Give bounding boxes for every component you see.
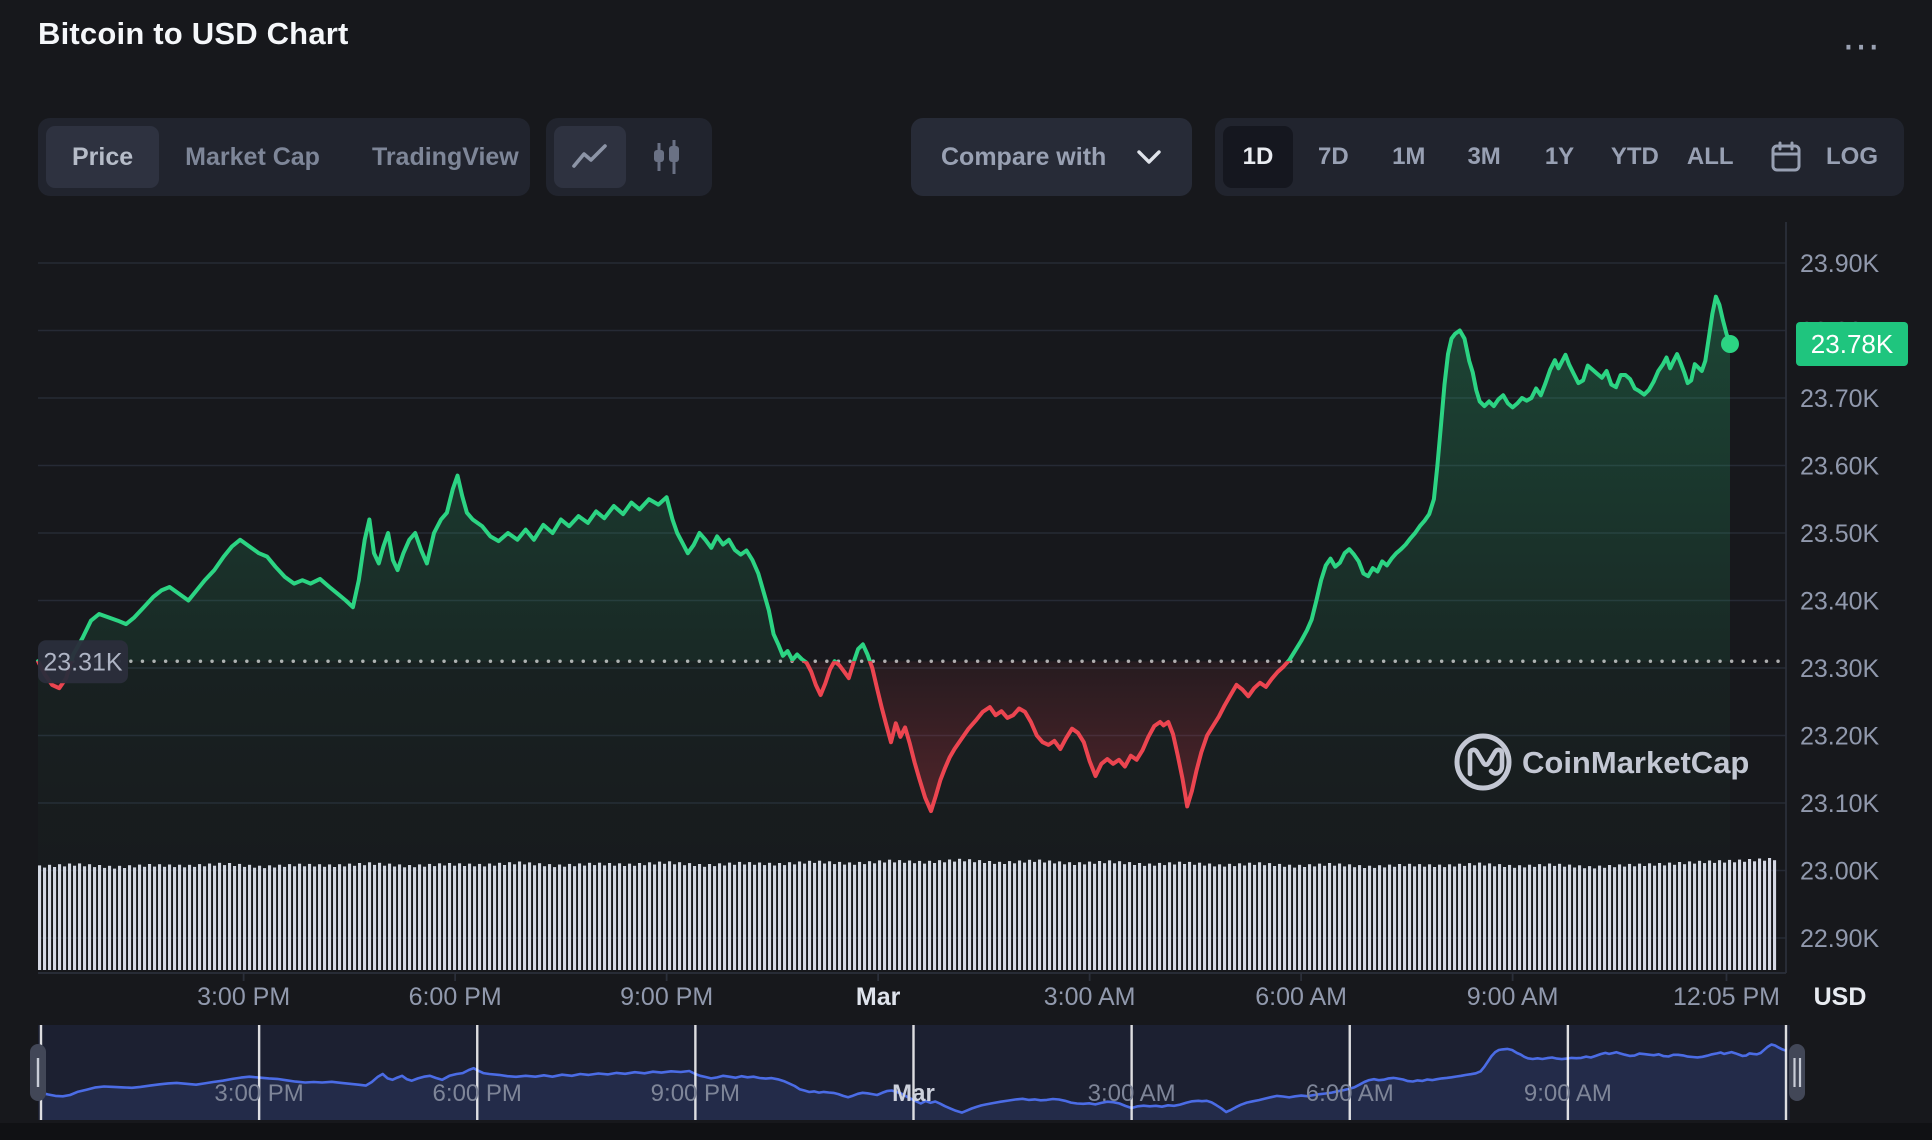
range-selector: 1D 7D 1M 3M 1Y YTD ALL LOG: [1215, 118, 1904, 196]
navigator-line: [40, 1043, 1787, 1114]
price-line-green: [36, 294, 1732, 662]
view-tabs: Price Market Cap TradingView: [38, 118, 530, 196]
svg-text:6:00 AM: 6:00 AM: [1255, 983, 1347, 1011]
tab-price[interactable]: Price: [46, 126, 160, 188]
price-line-red: [36, 661, 1291, 814]
svg-text:CoinMarketCap: CoinMarketCap: [1522, 745, 1749, 780]
svg-text:3:00 AM: 3:00 AM: [1044, 983, 1136, 1011]
last-price-dot: [1721, 335, 1739, 353]
green-area-fill: [38, 296, 1730, 662]
svg-text:9:00 AM: 9:00 AM: [1467, 983, 1559, 1011]
compare-with-label: Compare with: [941, 142, 1107, 171]
navigator-left-handle[interactable]: [30, 1044, 46, 1101]
navigator-label: 3:00 AM: [1088, 1080, 1176, 1107]
compare-with-dropdown[interactable]: Compare with: [911, 118, 1192, 196]
candlestick-chart-icon[interactable]: [630, 126, 702, 188]
svg-text:3:00 PM: 3:00 PM: [197, 983, 290, 1011]
navigator-label: 3:00 PM: [214, 1080, 303, 1107]
coinmarketcap-watermark: CoinMarketCap: [1454, 733, 1749, 791]
svg-text:23.10K: 23.10K: [1800, 790, 1880, 818]
range-3m[interactable]: 3M: [1467, 143, 1501, 170]
svg-text:12:05 PM: 12:05 PM: [1673, 983, 1780, 1011]
navigator-label: Mar: [892, 1080, 935, 1107]
svg-text:23.90K: 23.90K: [1800, 250, 1880, 278]
svg-text:22.90K: 22.90K: [1800, 925, 1880, 953]
navigator[interactable]: 3:00 PM 6:00 PM 9:00 PM Mar 3:00 AM 6:00 AM 9:…: [30, 1025, 1805, 1120]
range-1m[interactable]: 1M: [1392, 143, 1426, 170]
tab-tradingview[interactable]: TradingView: [371, 142, 519, 171]
current-price-badge: 23.78K: [1796, 322, 1908, 366]
range-7d[interactable]: 7D: [1318, 143, 1349, 170]
svg-text:23.20K: 23.20K: [1800, 723, 1880, 751]
more-options-icon[interactable]: ⋯: [1842, 26, 1880, 68]
svg-text:23.70K: 23.70K: [1800, 385, 1880, 413]
svg-text:23.31K: 23.31K: [43, 648, 123, 676]
tab-market-cap[interactable]: Market Cap: [185, 142, 320, 171]
svg-text:9:00 PM: 9:00 PM: [620, 983, 713, 1011]
range-ytd[interactable]: YTD: [1610, 143, 1659, 170]
chevron-down-icon: [1137, 150, 1161, 164]
y-axis-labels: 23.90K23.80K23.70K23.60K23.50K23.40K23.3…: [1800, 250, 1880, 953]
svg-text:USD: USD: [1814, 983, 1867, 1011]
svg-text:Mar: Mar: [856, 983, 901, 1011]
navigator-label: 6:00 AM: [1306, 1080, 1394, 1107]
svg-text:23.50K: 23.50K: [1800, 520, 1880, 548]
bottom-strip: [0, 1123, 1932, 1140]
range-all[interactable]: ALL: [1686, 143, 1734, 170]
svg-text:23.30K: 23.30K: [1800, 655, 1880, 683]
navigator-label: 9:00 AM: [1524, 1080, 1612, 1107]
green-area-fill-below: [38, 661, 1730, 975]
red-area-fill: [38, 661, 1730, 812]
navigator-label: 6:00 PM: [433, 1080, 522, 1107]
open-price-badge: 23.31K: [38, 640, 128, 684]
svg-text:6:00 PM: 6:00 PM: [409, 983, 502, 1011]
navigator-right-handle[interactable]: [1789, 1044, 1805, 1101]
line-chart-icon[interactable]: [554, 126, 626, 188]
svg-text:23.78K: 23.78K: [1811, 329, 1894, 359]
calendar-glyph: [1771, 141, 1801, 172]
svg-text:23.40K: 23.40K: [1800, 588, 1880, 616]
calendar-icon[interactable]: [1751, 126, 1821, 188]
range-1y[interactable]: 1Y: [1544, 143, 1575, 170]
line-chart-glyph: [572, 144, 607, 168]
chart-type-toggle: [546, 118, 712, 196]
page-title: Bitcoin to USD Chart: [38, 16, 349, 51]
x-axis-labels: 3:00 PM 6:00 PM 9:00 PM Mar 3:00 AM 6:00 AM 9:…: [197, 973, 1866, 1011]
navigator-label: 9:00 PM: [651, 1080, 740, 1107]
svg-text:23.00K: 23.00K: [1800, 858, 1880, 886]
candlestick-glyph: [654, 140, 679, 174]
log-scale-toggle[interactable]: LOG: [1826, 143, 1878, 170]
svg-text:23.60K: 23.60K: [1800, 453, 1880, 481]
range-1d[interactable]: 1D: [1223, 126, 1293, 188]
